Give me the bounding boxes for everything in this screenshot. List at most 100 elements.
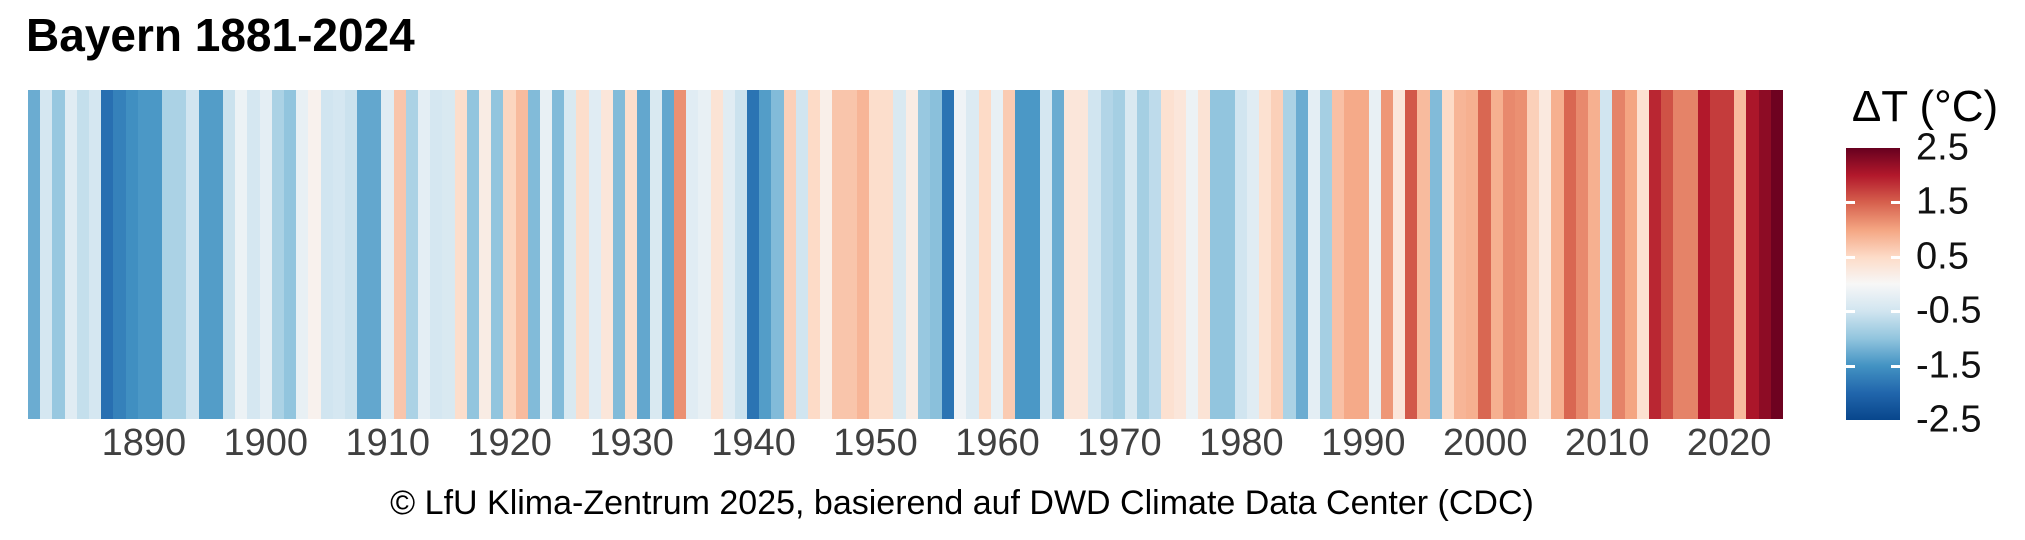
- year-stripe-1929: [613, 90, 626, 419]
- year-stripe-2014: [1648, 90, 1662, 419]
- year-stripe-1890: [137, 90, 150, 419]
- year-stripe-1904: [308, 90, 321, 419]
- x-tick-1980: 1980: [1199, 422, 1284, 464]
- year-stripe-2010: [1600, 90, 1613, 419]
- year-stripe-1928: [600, 90, 613, 419]
- year-stripe-1952: [893, 90, 906, 419]
- year-stripe-1898: [235, 90, 248, 419]
- year-stripe-1995: [1417, 90, 1430, 419]
- year-stripe-1993: [1393, 90, 1406, 419]
- year-stripe-2018: [1697, 90, 1710, 419]
- year-stripe-1895: [198, 90, 211, 419]
- year-stripe-2024: [1770, 90, 1783, 419]
- year-stripe-1999: [1466, 90, 1479, 419]
- year-stripe-1970: [1112, 90, 1125, 419]
- year-stripe-1897: [223, 90, 236, 419]
- year-stripe-1913: [418, 90, 431, 419]
- year-stripe-1982: [1258, 90, 1272, 419]
- year-stripe-1937: [710, 90, 723, 419]
- legend-tick-0.5: 0.5: [1916, 235, 1969, 278]
- year-stripe-2020: [1722, 90, 1735, 419]
- year-stripe-1932: [649, 90, 662, 419]
- year-stripe-1884: [64, 90, 77, 419]
- year-stripe-2019: [1709, 90, 1723, 419]
- year-stripe-2001: [1490, 90, 1503, 419]
- year-stripe-1902: [283, 90, 297, 419]
- year-stripe-1896: [210, 90, 223, 419]
- year-stripe-1892: [162, 90, 175, 419]
- year-stripe-1921: [515, 90, 528, 419]
- year-stripe-1960: [990, 90, 1003, 419]
- year-stripe-1987: [1319, 90, 1333, 419]
- legend-notch-left-0.5: [1846, 255, 1855, 259]
- year-stripe-1940: [747, 90, 760, 419]
- year-stripe-1969: [1100, 90, 1113, 419]
- year-stripe-1966: [1063, 90, 1077, 419]
- x-tick-2000: 2000: [1442, 422, 1528, 464]
- year-stripe-1947: [832, 90, 845, 419]
- year-stripe-1935: [686, 90, 699, 419]
- year-stripe-2013: [1636, 90, 1649, 419]
- year-stripe-1965: [1051, 90, 1064, 419]
- year-stripe-1956: [942, 90, 955, 419]
- x-tick-1960: 1960: [955, 422, 1040, 464]
- year-stripe-1931: [637, 90, 650, 419]
- year-stripe-1901: [271, 90, 284, 419]
- year-stripe-1949: [856, 90, 869, 419]
- x-tick-2020: 2020: [1686, 422, 1772, 464]
- year-stripe-2022: [1746, 90, 1759, 419]
- year-stripe-1905: [320, 90, 333, 419]
- year-stripe-1881: [28, 90, 41, 419]
- year-stripe-1978: [1210, 90, 1223, 419]
- year-stripe-1992: [1380, 90, 1393, 419]
- year-stripe-2002: [1502, 90, 1515, 419]
- year-stripe-1981: [1246, 90, 1259, 419]
- year-stripe-1923: [539, 90, 553, 419]
- year-stripe-1886: [88, 90, 102, 419]
- year-stripe-1910: [381, 90, 394, 419]
- x-tick-1920: 1920: [467, 422, 552, 464]
- year-stripe-1990: [1356, 90, 1369, 419]
- year-stripe-1889: [125, 90, 138, 419]
- year-stripe-1907: [344, 90, 358, 419]
- year-stripe-1963: [1027, 90, 1040, 419]
- year-stripe-2008: [1575, 90, 1588, 419]
- year-stripe-1891: [149, 90, 163, 419]
- year-stripe-1980: [1234, 90, 1247, 419]
- year-stripe-1950: [868, 90, 882, 419]
- year-stripe-1893: [174, 90, 187, 419]
- x-tick-1900: 1900: [223, 422, 309, 464]
- year-stripe-2006: [1551, 90, 1564, 419]
- year-stripe-2009: [1588, 90, 1601, 419]
- year-stripe-1912: [405, 90, 418, 419]
- year-stripe-1916: [454, 90, 467, 419]
- year-stripe-1964: [1039, 90, 1052, 419]
- year-stripe-1939: [734, 90, 748, 419]
- year-stripe-1899: [247, 90, 260, 419]
- legend-notch-right--0.5: [1891, 310, 1900, 314]
- year-stripe-1944: [795, 90, 808, 419]
- legend-notch-right--1.5: [1891, 364, 1900, 368]
- x-tick-2010: 2010: [1564, 422, 1650, 464]
- year-stripe-1973: [1149, 90, 1162, 419]
- year-stripe-1972: [1137, 90, 1150, 419]
- year-stripe-1882: [40, 90, 53, 419]
- year-stripe-2017: [1685, 90, 1698, 419]
- year-stripe-1942: [771, 90, 784, 419]
- year-stripe-2012: [1624, 90, 1637, 419]
- year-stripe-1915: [442, 90, 455, 419]
- year-stripe-1979: [1222, 90, 1235, 419]
- year-stripe-1953: [905, 90, 918, 419]
- year-stripe-2016: [1673, 90, 1686, 419]
- legend-tick--1.5: -1.5: [1916, 344, 1982, 387]
- legend-tick-2.5: 2.5: [1916, 126, 1969, 169]
- x-tick-1950: 1950: [833, 422, 918, 464]
- year-stripe-1977: [1198, 90, 1211, 419]
- year-stripe-1996: [1429, 90, 1442, 419]
- year-stripe-2005: [1539, 90, 1552, 419]
- year-stripe-1900: [259, 90, 272, 419]
- x-tick-1990: 1990: [1321, 422, 1406, 464]
- year-stripe-1903: [296, 90, 309, 419]
- x-tick-1910: 1910: [345, 422, 431, 464]
- year-stripe-1918: [478, 90, 492, 419]
